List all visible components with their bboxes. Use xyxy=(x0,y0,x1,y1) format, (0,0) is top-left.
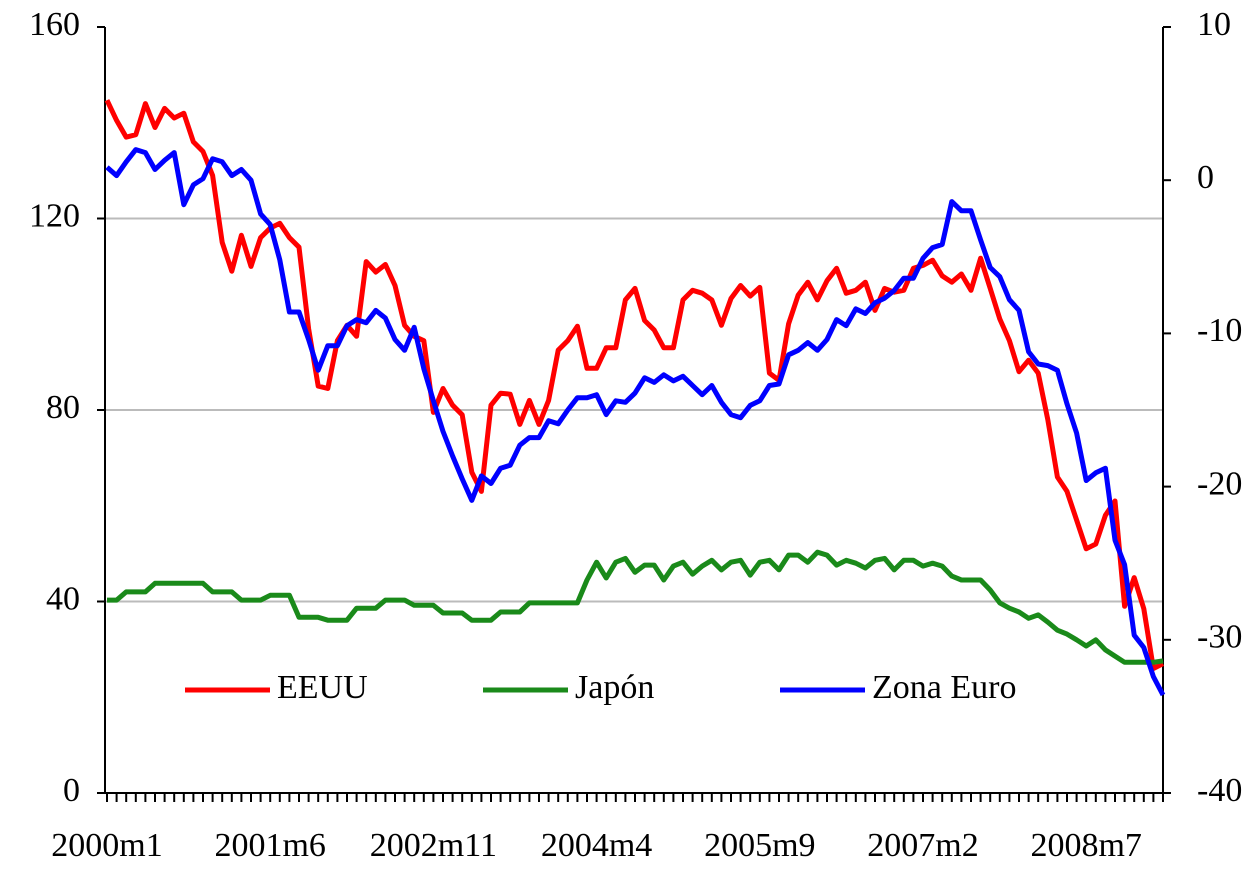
x-tick-label: 2008m7 xyxy=(1030,827,1141,864)
x-tick-label: 2000m1 xyxy=(51,827,162,864)
series-line xyxy=(105,147,1166,697)
legend-label: Japón xyxy=(575,669,654,706)
y2-tick-label: -30 xyxy=(1197,619,1242,656)
legend-label: EEUU xyxy=(277,669,368,706)
x-tick-label: 2005m9 xyxy=(704,827,815,864)
y-tick-label: 80 xyxy=(46,389,80,426)
legend-label: Zona Euro xyxy=(872,669,1016,706)
series-line xyxy=(104,99,1165,671)
x-tick-label: 2001m6 xyxy=(214,827,325,864)
y2-tick-label: 0 xyxy=(1197,159,1214,196)
y2-tick-label: -10 xyxy=(1197,312,1242,349)
y2-tick-label: 10 xyxy=(1197,6,1231,43)
y-tick-label: 0 xyxy=(63,772,80,809)
y2-tick-label: -40 xyxy=(1197,772,1242,809)
x-tick-label: 2007m2 xyxy=(867,827,978,864)
y-tick-label: 40 xyxy=(46,580,80,617)
y2-tick-label: -20 xyxy=(1197,465,1242,502)
series-line xyxy=(107,549,1164,665)
x-tick-label: 2004m4 xyxy=(541,827,652,864)
y-tick-label: 120 xyxy=(29,197,80,234)
y-tick-label: 160 xyxy=(29,6,80,43)
x-tick-label: 2002m11 xyxy=(370,827,497,864)
